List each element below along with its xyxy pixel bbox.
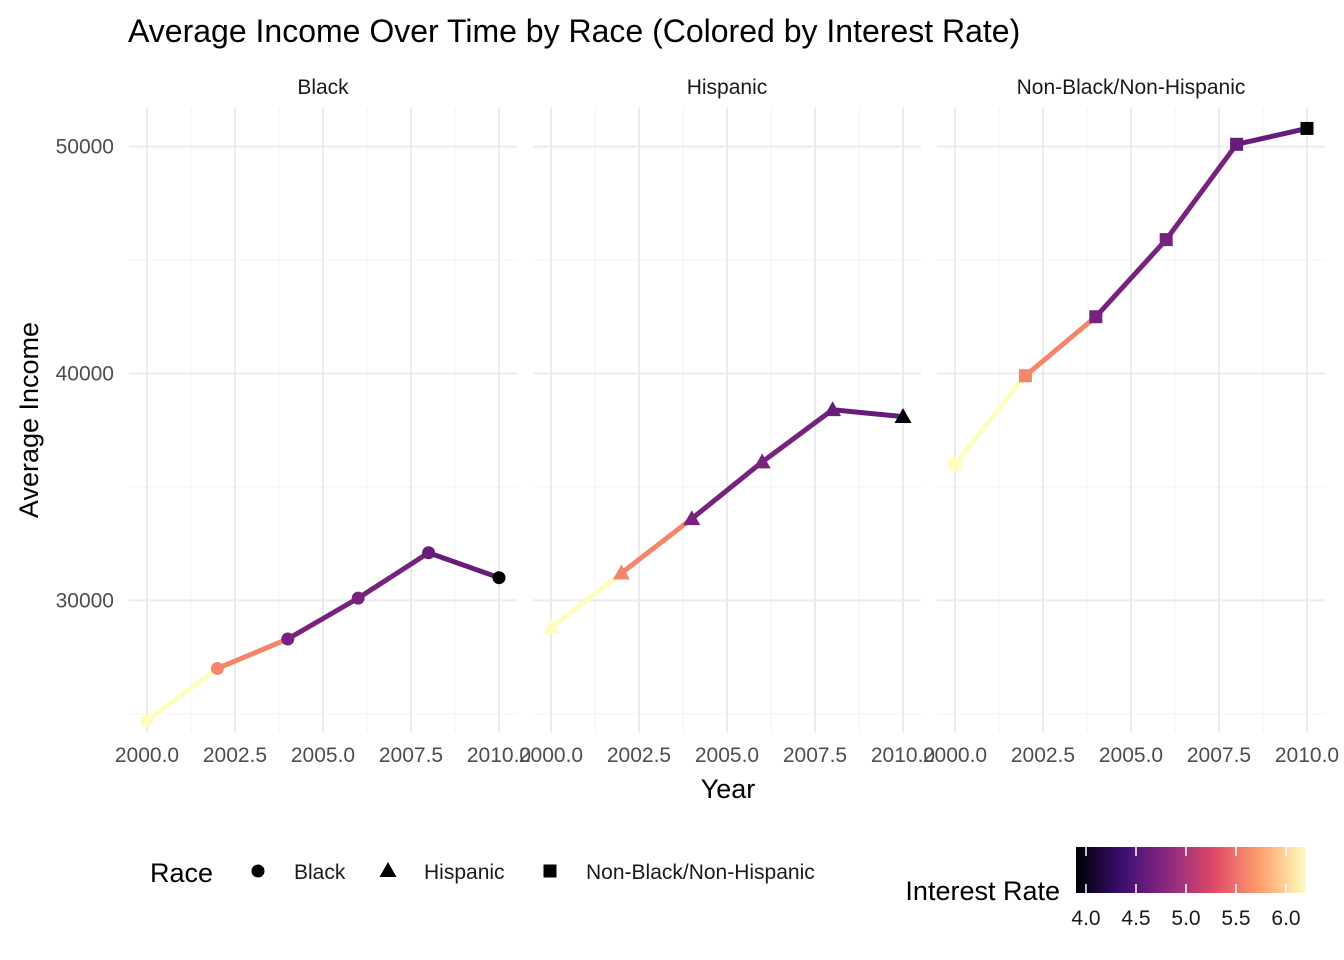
panel-hispanic: Hispanic 2000.0 2002.5 2005.0 2007.5 2010.0 — [519, 76, 935, 767]
data-point-non-black-non-hispanic-2002 — [1018, 369, 1032, 383]
data-point-black-2008 — [422, 546, 436, 560]
data-point-hispanic-2006 — [753, 453, 771, 469]
panel-black: Black 2000.0 2002.5 2005.0 2007.5 2010.0 — [115, 76, 531, 767]
data-point-non-black-non-hispanic-2008 — [1230, 137, 1244, 151]
series-line-segment — [1236, 125, 1308, 147]
series-line-segment — [760, 407, 835, 464]
x-tick-label-2007.5: 2007.5 — [783, 744, 847, 767]
series-line-segment — [286, 595, 360, 642]
data-point-non-black-non-hispanic-2006 — [1159, 233, 1173, 247]
x-axis-title: Year — [701, 774, 756, 804]
colorbar-tick-label-4.5: 4.5 — [1121, 907, 1150, 930]
data-point-black-2002 — [210, 661, 224, 675]
series-line-segment — [356, 550, 430, 601]
panel-non-black-non-hispanic: Non-Black/Non-Hispanic 2000.0 2002.5 2005.0… — [923, 76, 1339, 767]
series-line-segment — [690, 460, 764, 521]
x-tick-label-2000.0: 2000.0 — [519, 744, 583, 767]
x-tick-label-2005.0: 2005.0 — [1099, 744, 1163, 767]
x-tick-label-2007.5: 2007.5 — [379, 744, 443, 767]
colorbar-tick-label-6.0: 6.0 — [1271, 907, 1300, 930]
series-line-segment — [216, 636, 289, 671]
race-legend-title: Race — [150, 858, 213, 888]
chart-title: Average Income Over Time by Race (Colore… — [128, 13, 1020, 49]
y-tick-label-50000: 50000 — [56, 136, 114, 159]
hispanic-legend-key — [379, 862, 397, 877]
data-point-black-2006 — [351, 591, 365, 605]
interest-rate-legend-title: Interest Rate — [905, 876, 1060, 906]
data-point-hispanic-2008 — [824, 401, 842, 417]
series-line-segment — [1023, 314, 1098, 378]
y-tick-label-40000: 40000 — [56, 362, 114, 385]
data-point-hispanic-2004 — [683, 510, 701, 526]
colorbar-tick-label-5.5: 5.5 — [1221, 907, 1250, 930]
non-black-non-hispanic-legend-label: Non-Black/Non-Hispanic — [586, 861, 815, 884]
x-tick-label-2005.0: 2005.0 — [695, 744, 759, 767]
facet-label-black: Black — [297, 76, 349, 99]
race-legend: Race Black Hispanic Non-Black/Non-Hispanic — [150, 858, 815, 888]
black-legend-label: Black — [294, 861, 346, 884]
x-tick-label-2002.5: 2002.5 — [1011, 744, 1075, 767]
series-line-segment — [1093, 237, 1169, 319]
data-point-black-2010 — [492, 571, 506, 585]
x-tick-label-2002.5: 2002.5 — [203, 744, 267, 767]
y-tick-label-30000: 30000 — [56, 589, 114, 612]
x-tick-label-2005.0: 2005.0 — [291, 744, 355, 767]
interest-rate-legend: Interest Rate 4.0 4.5 5.0 5.5 6.0 — [905, 847, 1306, 930]
x-tick-label-2010.0: 2010.0 — [1275, 744, 1339, 767]
data-point-non-black-non-hispanic-2004 — [1089, 310, 1103, 324]
series-line-segment — [427, 550, 500, 581]
black-legend-key — [251, 864, 265, 878]
facet-label-non-black-non-hispanic: Non-Black/Non-Hispanic — [1017, 76, 1246, 99]
facet-label-hispanic: Hispanic — [687, 76, 768, 99]
colorbar-tick-label-4.0: 4.0 — [1071, 907, 1100, 930]
hispanic-legend-label: Hispanic — [424, 861, 505, 884]
series-line-segment — [619, 516, 694, 576]
interest-rate-colorbar — [1076, 847, 1306, 893]
data-point-non-black-non-hispanic-2000 — [948, 457, 962, 471]
data-point-black-2004 — [281, 632, 295, 646]
x-tick-label-2010.0: 2010.0 — [871, 744, 935, 767]
series-line-segment — [953, 374, 1028, 466]
non-black-non-hispanic-legend-key — [543, 864, 557, 878]
data-point-non-black-non-hispanic-2010 — [1300, 121, 1314, 135]
data-point-hispanic-2010 — [894, 408, 912, 423]
y-axis-title: Average Income — [14, 322, 44, 518]
series-line-segment — [1164, 142, 1239, 242]
data-point-hispanic-2000 — [542, 619, 560, 634]
series-line-segment — [832, 407, 904, 420]
series-line-segment — [145, 666, 219, 723]
series-line-segment — [549, 571, 623, 630]
x-tick-label-2007.5: 2007.5 — [1187, 744, 1251, 767]
x-tick-label-2000.0: 2000.0 — [923, 744, 987, 767]
colorbar-tick-label-5.0: 5.0 — [1171, 907, 1200, 930]
data-point-hispanic-2002 — [612, 564, 630, 580]
data-point-black-2000 — [140, 714, 154, 728]
x-tick-label-2010.0: 2010.0 — [467, 744, 531, 767]
x-tick-label-2000.0: 2000.0 — [115, 744, 179, 767]
x-tick-label-2002.5: 2002.5 — [607, 744, 671, 767]
